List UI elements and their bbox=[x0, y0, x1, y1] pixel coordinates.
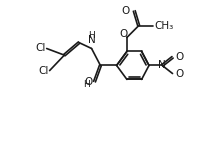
Text: N: N bbox=[88, 35, 95, 45]
Text: O: O bbox=[120, 29, 128, 39]
Text: H: H bbox=[88, 32, 95, 40]
Text: CH₃: CH₃ bbox=[154, 21, 173, 31]
Text: O: O bbox=[175, 52, 183, 62]
Text: H: H bbox=[83, 80, 90, 89]
Text: N: N bbox=[158, 60, 166, 70]
Text: Cl: Cl bbox=[36, 43, 46, 53]
Text: O: O bbox=[175, 69, 183, 79]
Text: O: O bbox=[122, 6, 130, 16]
Text: O: O bbox=[85, 77, 93, 87]
Text: Cl: Cl bbox=[38, 66, 49, 76]
